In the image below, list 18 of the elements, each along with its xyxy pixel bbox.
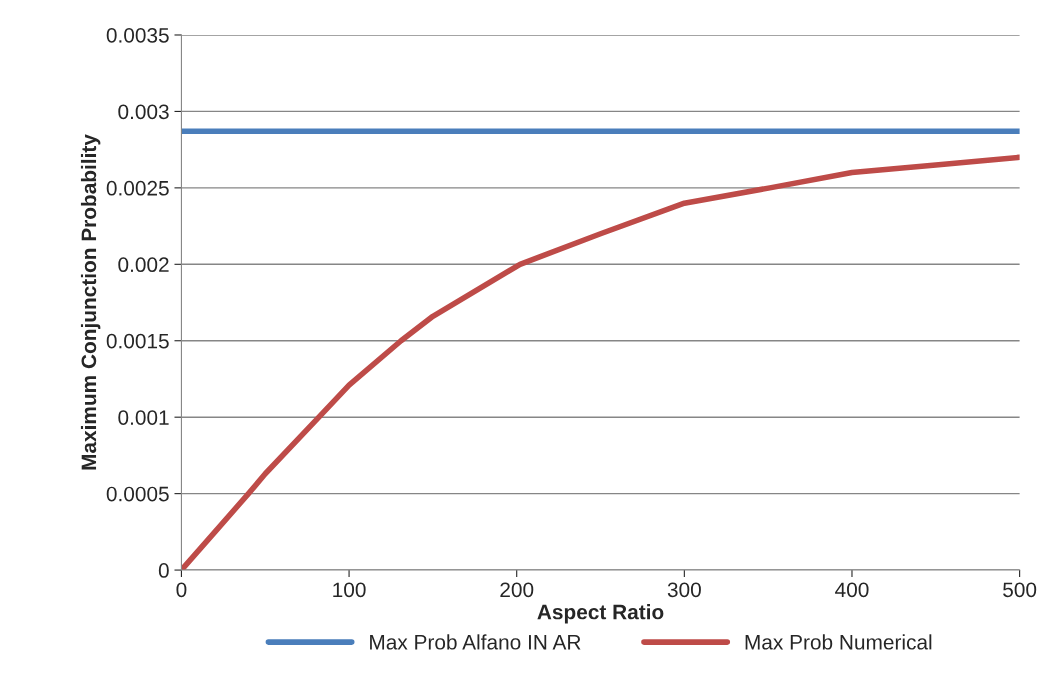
y-tick-label: 0.003 [118,104,169,120]
legend-label: Max Prob Alfano IN AR [370,634,581,650]
x-tick-label: 100 [333,582,366,598]
y-tick-label: 0.0035 [106,27,169,43]
x-tick-label: 300 [667,582,701,598]
y-tick-label: 0.0015 [106,333,169,349]
x-tick-label: 200 [500,582,534,598]
y-axis-title: Maximum Conjunction Probability [80,134,101,470]
x-tick-label: 0 [176,582,187,598]
y-tick-label: 0.0025 [106,180,169,196]
y-tick-label: 0.0005 [106,486,169,502]
y-tick-label: 0 [158,563,169,578]
x-tick-label: 400 [835,582,869,598]
y-tick-label: 0.001 [118,410,169,425]
legend-label: Max Prob Numerical [745,634,932,650]
x-tick-label: 500 [1003,582,1037,598]
x-axis-title: Aspect Ratio [537,604,664,624]
y-tick-label: 0.002 [118,257,169,273]
